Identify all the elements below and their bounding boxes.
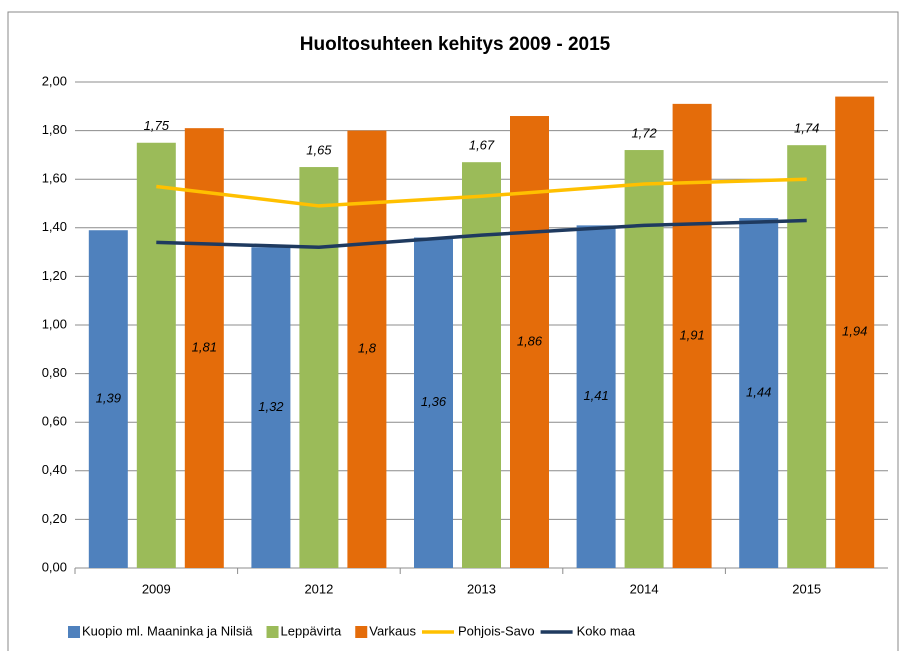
- x-tick-label: 2012: [304, 581, 333, 596]
- legend-swatch: [68, 626, 80, 638]
- x-tick-label: 2009: [142, 581, 171, 596]
- y-tick-label: 1,00: [42, 316, 67, 331]
- bar: [739, 218, 779, 568]
- data-label: 1,39: [96, 391, 121, 406]
- bar: [184, 128, 224, 569]
- y-tick-label: 0,60: [42, 414, 67, 429]
- legend-label: Varkaus: [369, 623, 416, 638]
- data-label: 1,32: [258, 399, 284, 414]
- y-tick-label: 1,40: [42, 219, 67, 234]
- bar: [136, 142, 176, 568]
- line: [156, 177, 807, 208]
- y-tick-label: 2,00: [42, 73, 67, 88]
- bar: [462, 162, 501, 568]
- x-tick-label: 2015: [792, 581, 821, 596]
- bar: [414, 237, 453, 568]
- bar: [576, 225, 616, 568]
- legend-label: Leppävirta: [281, 623, 342, 638]
- data-label: 1,41: [583, 388, 608, 403]
- y-tick-label: 0,00: [42, 559, 67, 574]
- bar: [835, 96, 875, 568]
- bar: [251, 247, 291, 569]
- data-label: 1,72: [631, 125, 657, 140]
- data-label: 1,44: [746, 384, 771, 399]
- data-label: 1,74: [794, 121, 819, 136]
- legend-label: Pohjois-Savo: [458, 623, 535, 638]
- y-tick-label: 0,20: [42, 511, 67, 526]
- legend-label: Kuopio ml. Maaninka ja Nilsiä: [82, 623, 253, 638]
- legend-swatch: [355, 626, 368, 638]
- legend-label: Koko maa: [577, 623, 636, 638]
- y-tick-label: 0,80: [42, 365, 67, 380]
- legend-swatch: [266, 626, 279, 638]
- bar: [88, 230, 128, 569]
- data-label: 1,36: [421, 394, 447, 409]
- data-label: 1,65: [306, 142, 332, 157]
- y-tick-label: 1,60: [42, 171, 67, 186]
- x-tick-label: 2013: [467, 581, 496, 596]
- data-label: 1,67: [469, 138, 495, 153]
- y-tick-label: 1,20: [42, 268, 67, 283]
- bar: [787, 145, 827, 568]
- chart-title: Huoltosuhteen kehitys 2009 - 2015: [300, 34, 611, 55]
- data-label: 1,75: [144, 118, 170, 133]
- line: [156, 218, 807, 249]
- data-label: 1,86: [517, 333, 543, 348]
- data-label: 1,8: [358, 341, 377, 356]
- bar: [624, 150, 664, 569]
- data-label: 1,81: [192, 340, 217, 355]
- y-tick-label: 1,80: [42, 122, 67, 137]
- data-label: 1,91: [679, 327, 704, 342]
- data-label: 1,94: [842, 324, 867, 339]
- x-tick-label: 2014: [630, 581, 659, 596]
- y-tick-label: 0,40: [42, 462, 67, 477]
- bar: [299, 167, 339, 569]
